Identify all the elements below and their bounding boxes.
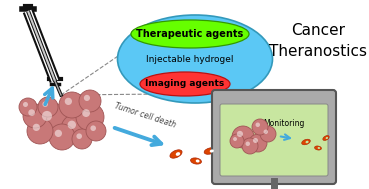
Circle shape — [23, 104, 47, 128]
Circle shape — [249, 134, 267, 152]
Ellipse shape — [176, 152, 180, 156]
Circle shape — [242, 138, 258, 154]
Ellipse shape — [318, 147, 320, 149]
Circle shape — [90, 125, 96, 131]
Circle shape — [76, 133, 82, 139]
Text: Therapeutic agents: Therapeutic agents — [137, 29, 244, 39]
Ellipse shape — [306, 141, 308, 143]
Circle shape — [61, 114, 91, 144]
Circle shape — [38, 97, 58, 117]
Circle shape — [79, 90, 101, 112]
Text: Tumor cell death: Tumor cell death — [113, 102, 177, 130]
Circle shape — [65, 98, 72, 105]
Circle shape — [253, 138, 258, 143]
Circle shape — [237, 131, 243, 137]
Circle shape — [233, 137, 237, 141]
Circle shape — [27, 118, 53, 144]
Circle shape — [260, 126, 276, 142]
Ellipse shape — [326, 137, 328, 139]
Ellipse shape — [220, 156, 228, 163]
Circle shape — [230, 134, 244, 148]
Ellipse shape — [232, 146, 242, 152]
FancyBboxPatch shape — [212, 90, 336, 184]
Circle shape — [232, 126, 254, 148]
Circle shape — [255, 122, 260, 127]
Circle shape — [23, 102, 28, 107]
Ellipse shape — [237, 148, 240, 150]
Circle shape — [28, 109, 35, 116]
Ellipse shape — [131, 20, 249, 48]
Text: Injectable hydrogel: Injectable hydrogel — [146, 54, 234, 64]
Ellipse shape — [204, 148, 216, 154]
Circle shape — [49, 124, 75, 150]
Ellipse shape — [323, 136, 329, 140]
Circle shape — [252, 119, 268, 135]
Ellipse shape — [170, 150, 182, 158]
Circle shape — [84, 95, 90, 101]
Circle shape — [55, 130, 62, 137]
Circle shape — [59, 92, 85, 118]
Ellipse shape — [302, 139, 310, 145]
Text: Imaging agents: Imaging agents — [145, 80, 225, 88]
Circle shape — [263, 129, 268, 134]
Circle shape — [34, 103, 70, 139]
Circle shape — [245, 142, 250, 146]
FancyBboxPatch shape — [220, 104, 328, 176]
Text: Cancer
Theranostics: Cancer Theranostics — [269, 23, 367, 59]
Ellipse shape — [140, 72, 230, 96]
Circle shape — [33, 124, 40, 131]
Circle shape — [42, 101, 48, 107]
Circle shape — [76, 103, 104, 131]
Ellipse shape — [190, 158, 201, 164]
Ellipse shape — [314, 146, 321, 150]
Ellipse shape — [210, 149, 214, 153]
Circle shape — [19, 98, 37, 116]
Circle shape — [86, 121, 106, 141]
Text: Monitoring: Monitoring — [264, 119, 305, 128]
Circle shape — [72, 129, 92, 149]
Circle shape — [42, 111, 52, 121]
Ellipse shape — [117, 15, 272, 103]
Circle shape — [68, 121, 76, 129]
Ellipse shape — [224, 158, 227, 160]
Ellipse shape — [196, 160, 200, 163]
Circle shape — [82, 109, 90, 117]
